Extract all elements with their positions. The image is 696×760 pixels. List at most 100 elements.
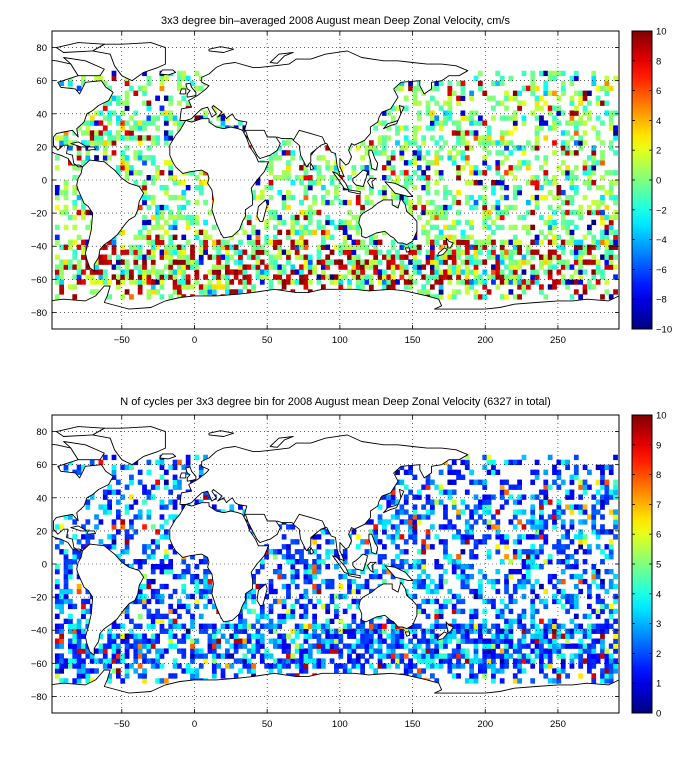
bin-cell (325, 578, 331, 585)
bin-cell (438, 539, 444, 545)
bin-cell (482, 90, 488, 96)
bin-cell (181, 623, 187, 629)
bin-cell (268, 194, 274, 201)
bin-cell (460, 229, 466, 236)
bin-cell (469, 224, 475, 231)
bin-cell (447, 638, 453, 644)
bin-cell (556, 279, 562, 285)
bin-cell (495, 269, 501, 275)
bin-cell (534, 593, 540, 600)
bin-cell (159, 85, 165, 91)
bin-cell (565, 643, 570, 649)
bin-cell (390, 573, 396, 580)
bin-cell (534, 608, 540, 615)
bin-cell (608, 668, 614, 674)
bin-cell (508, 628, 514, 634)
bin-cell (355, 239, 361, 245)
bin-cell (146, 229, 152, 236)
bin-cell (587, 209, 592, 216)
bin-cell (272, 209, 278, 216)
bin-cell (81, 663, 86, 669)
bin-cell (290, 554, 296, 560)
bin-cell (517, 648, 522, 654)
bin-cell (133, 244, 139, 250)
bin-cell (159, 184, 165, 191)
bin-cell (303, 165, 309, 171)
bin-cell (534, 115, 540, 121)
bin-cell (578, 120, 584, 126)
bin-cell (115, 115, 121, 121)
bin-cell (364, 145, 370, 151)
bin-cell (430, 663, 435, 669)
bin-cell (94, 75, 99, 82)
bin-cell (194, 259, 200, 265)
bin-cell (76, 539, 82, 545)
bin-cell (220, 653, 226, 659)
bin-cell (587, 90, 592, 96)
bin-cell (290, 214, 296, 221)
bin-cell (137, 85, 143, 91)
bin-cell (543, 120, 549, 126)
bin-cell (281, 194, 287, 201)
bin-cell (482, 204, 488, 211)
bin-cell (63, 678, 69, 684)
bin-cell (107, 100, 113, 106)
bin-cell (543, 219, 549, 226)
bin-cell (325, 274, 331, 280)
bin-cell (517, 214, 522, 221)
bin-cell (355, 284, 361, 290)
bin-cell (451, 628, 457, 634)
bin-cell (460, 115, 466, 121)
bin-cell (416, 289, 422, 295)
bin-cell (159, 105, 165, 111)
bin-cell (569, 80, 575, 87)
bin-cell (508, 593, 514, 600)
bin-cell (425, 648, 431, 654)
bin-cell (499, 150, 505, 156)
bin-cell (81, 209, 86, 216)
bin-cell (172, 608, 178, 615)
bin-cell (233, 673, 239, 679)
bin-cell (203, 588, 208, 595)
bin-cell (107, 294, 113, 300)
bin-cell (111, 643, 117, 649)
bin-cell (94, 289, 99, 295)
bin-cell (72, 214, 78, 221)
bin-cell (613, 643, 618, 649)
bin-cell (146, 194, 152, 201)
bin-cell (102, 269, 108, 275)
bin-cell (438, 294, 444, 300)
bin-cell (547, 573, 553, 580)
bin-cell (272, 239, 278, 245)
bin-cell (76, 658, 82, 664)
bin-cell (604, 249, 610, 255)
bin-cell (355, 534, 361, 540)
bin-cell (325, 145, 331, 151)
bin-cell (504, 95, 509, 101)
bin-cell (469, 110, 475, 116)
bin-cell (613, 244, 618, 250)
bin-cell (587, 583, 592, 590)
bin-cell (473, 554, 479, 560)
bin-cell (504, 583, 509, 590)
bin-cell (443, 509, 448, 515)
bin-cell (569, 643, 575, 649)
bin-cell (216, 284, 222, 290)
bin-cell (486, 130, 492, 136)
bin-cell (81, 544, 86, 550)
bin-cell (469, 623, 475, 629)
bin-cell (399, 80, 405, 87)
bin-cell (547, 189, 553, 196)
bin-cell (608, 214, 614, 221)
bin-cell (412, 564, 418, 570)
bin-cell (325, 529, 331, 535)
bin-cell (569, 115, 575, 121)
bin-cell (486, 135, 492, 141)
bin-cell (443, 658, 448, 664)
bin-cell (255, 234, 261, 240)
bin-cell (499, 244, 505, 250)
bin-cell (469, 524, 475, 530)
bin-cell (194, 269, 200, 275)
bin-cell (111, 135, 117, 141)
bin-cell (325, 229, 331, 236)
